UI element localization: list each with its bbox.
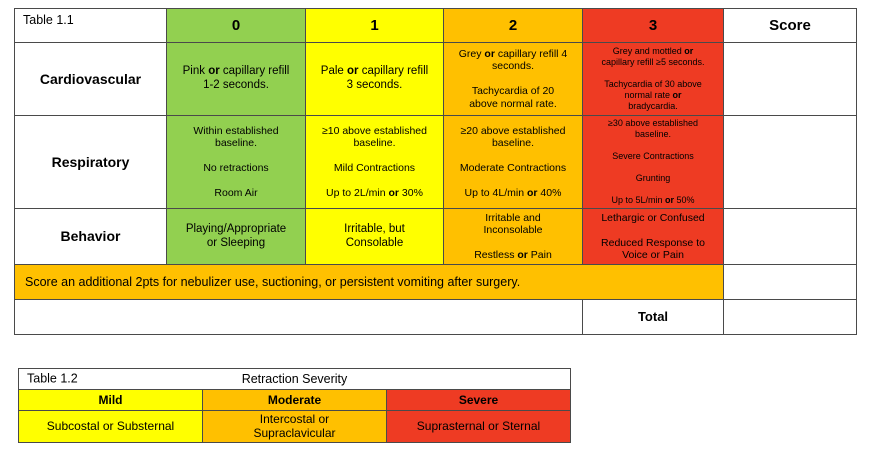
cardiovascular-score-2-cell: Grey or capillary refill 4 seconds. Tachyc… <box>444 43 582 115</box>
score-header: Score <box>724 9 856 42</box>
row-label-respiratory: Respiratory <box>15 116 166 208</box>
score-column-header-3: 3 <box>583 9 723 42</box>
severity-header-mild: Mild <box>19 390 202 410</box>
respiratory-score-1-cell: ≥10 above established baseline. Mild Contr… <box>306 116 443 208</box>
total-row-spacer-cell <box>15 300 582 334</box>
table-1-2-header-cell: Table 1.2 Retraction Severity <box>19 369 570 389</box>
retraction-severity-title: Retraction Severity <box>241 371 348 386</box>
behavior-score-1-cell: Irritable, but Consolable <box>306 209 443 264</box>
behavior-score-0-cell: Playing/Appropriate or Sleeping <box>167 209 305 264</box>
note-score-entry-cell <box>724 265 856 299</box>
cardiovascular-score-3-cell: Grey and mottled or capillary refill ≥5 s… <box>583 43 723 115</box>
table-1-1-label-cell: Table 1.1 <box>15 9 166 42</box>
pews-scoring-table: Table 1.1 0 1 2 3 Score Cardiovascular P… <box>14 8 857 335</box>
severity-header-moderate: Moderate <box>203 390 386 410</box>
cardiovascular-score-0-cell: Pink or capillary refill 1-2 seconds. <box>167 43 305 115</box>
behavior-score-3-cell: Lethargic or Confused Reduced Response to… <box>583 209 723 264</box>
total-score-entry-cell <box>724 300 856 334</box>
score-column-header-1: 1 <box>306 9 443 42</box>
table-1-2-label: Table 1.2 <box>27 371 78 386</box>
score-column-header-2: 2 <box>444 9 582 42</box>
severity-mild-description: Subcostal or Substernal <box>19 411 202 442</box>
respiratory-score-2-cell: ≥20 above established baseline. Moderate C… <box>444 116 582 208</box>
respiratory-score-entry-cell <box>724 116 856 208</box>
score-column-header-0: 0 <box>167 9 305 42</box>
severity-moderate-description: Intercostal or Supraclavicular <box>203 411 386 442</box>
row-label-behavior: Behavior <box>15 209 166 264</box>
respiratory-score-3-cell: ≥30 above established baseline. Severe Con… <box>583 116 723 208</box>
retraction-severity-table: Table 1.2 Retraction Severity Mild Moder… <box>18 368 571 443</box>
row-label-cardiovascular: Cardiovascular <box>15 43 166 115</box>
additional-points-note: Score an additional 2pts for nebulizer u… <box>15 265 723 299</box>
respiratory-score-0-cell: Within established baseline. No retraction… <box>167 116 305 208</box>
severity-severe-description: Suprasternal or Sternal <box>387 411 570 442</box>
total-label-cell: Total <box>583 300 723 334</box>
behavior-score-entry-cell <box>724 209 856 264</box>
severity-header-severe: Severe <box>387 390 570 410</box>
cardiovascular-score-1-cell: Pale or capillary refill 3 seconds. <box>306 43 443 115</box>
cardiovascular-score-entry-cell <box>724 43 856 115</box>
table-1-1-label: Table 1.1 <box>23 13 74 27</box>
behavior-score-2-cell: Irritable and Inconsolable Restless or Pai… <box>444 209 582 264</box>
